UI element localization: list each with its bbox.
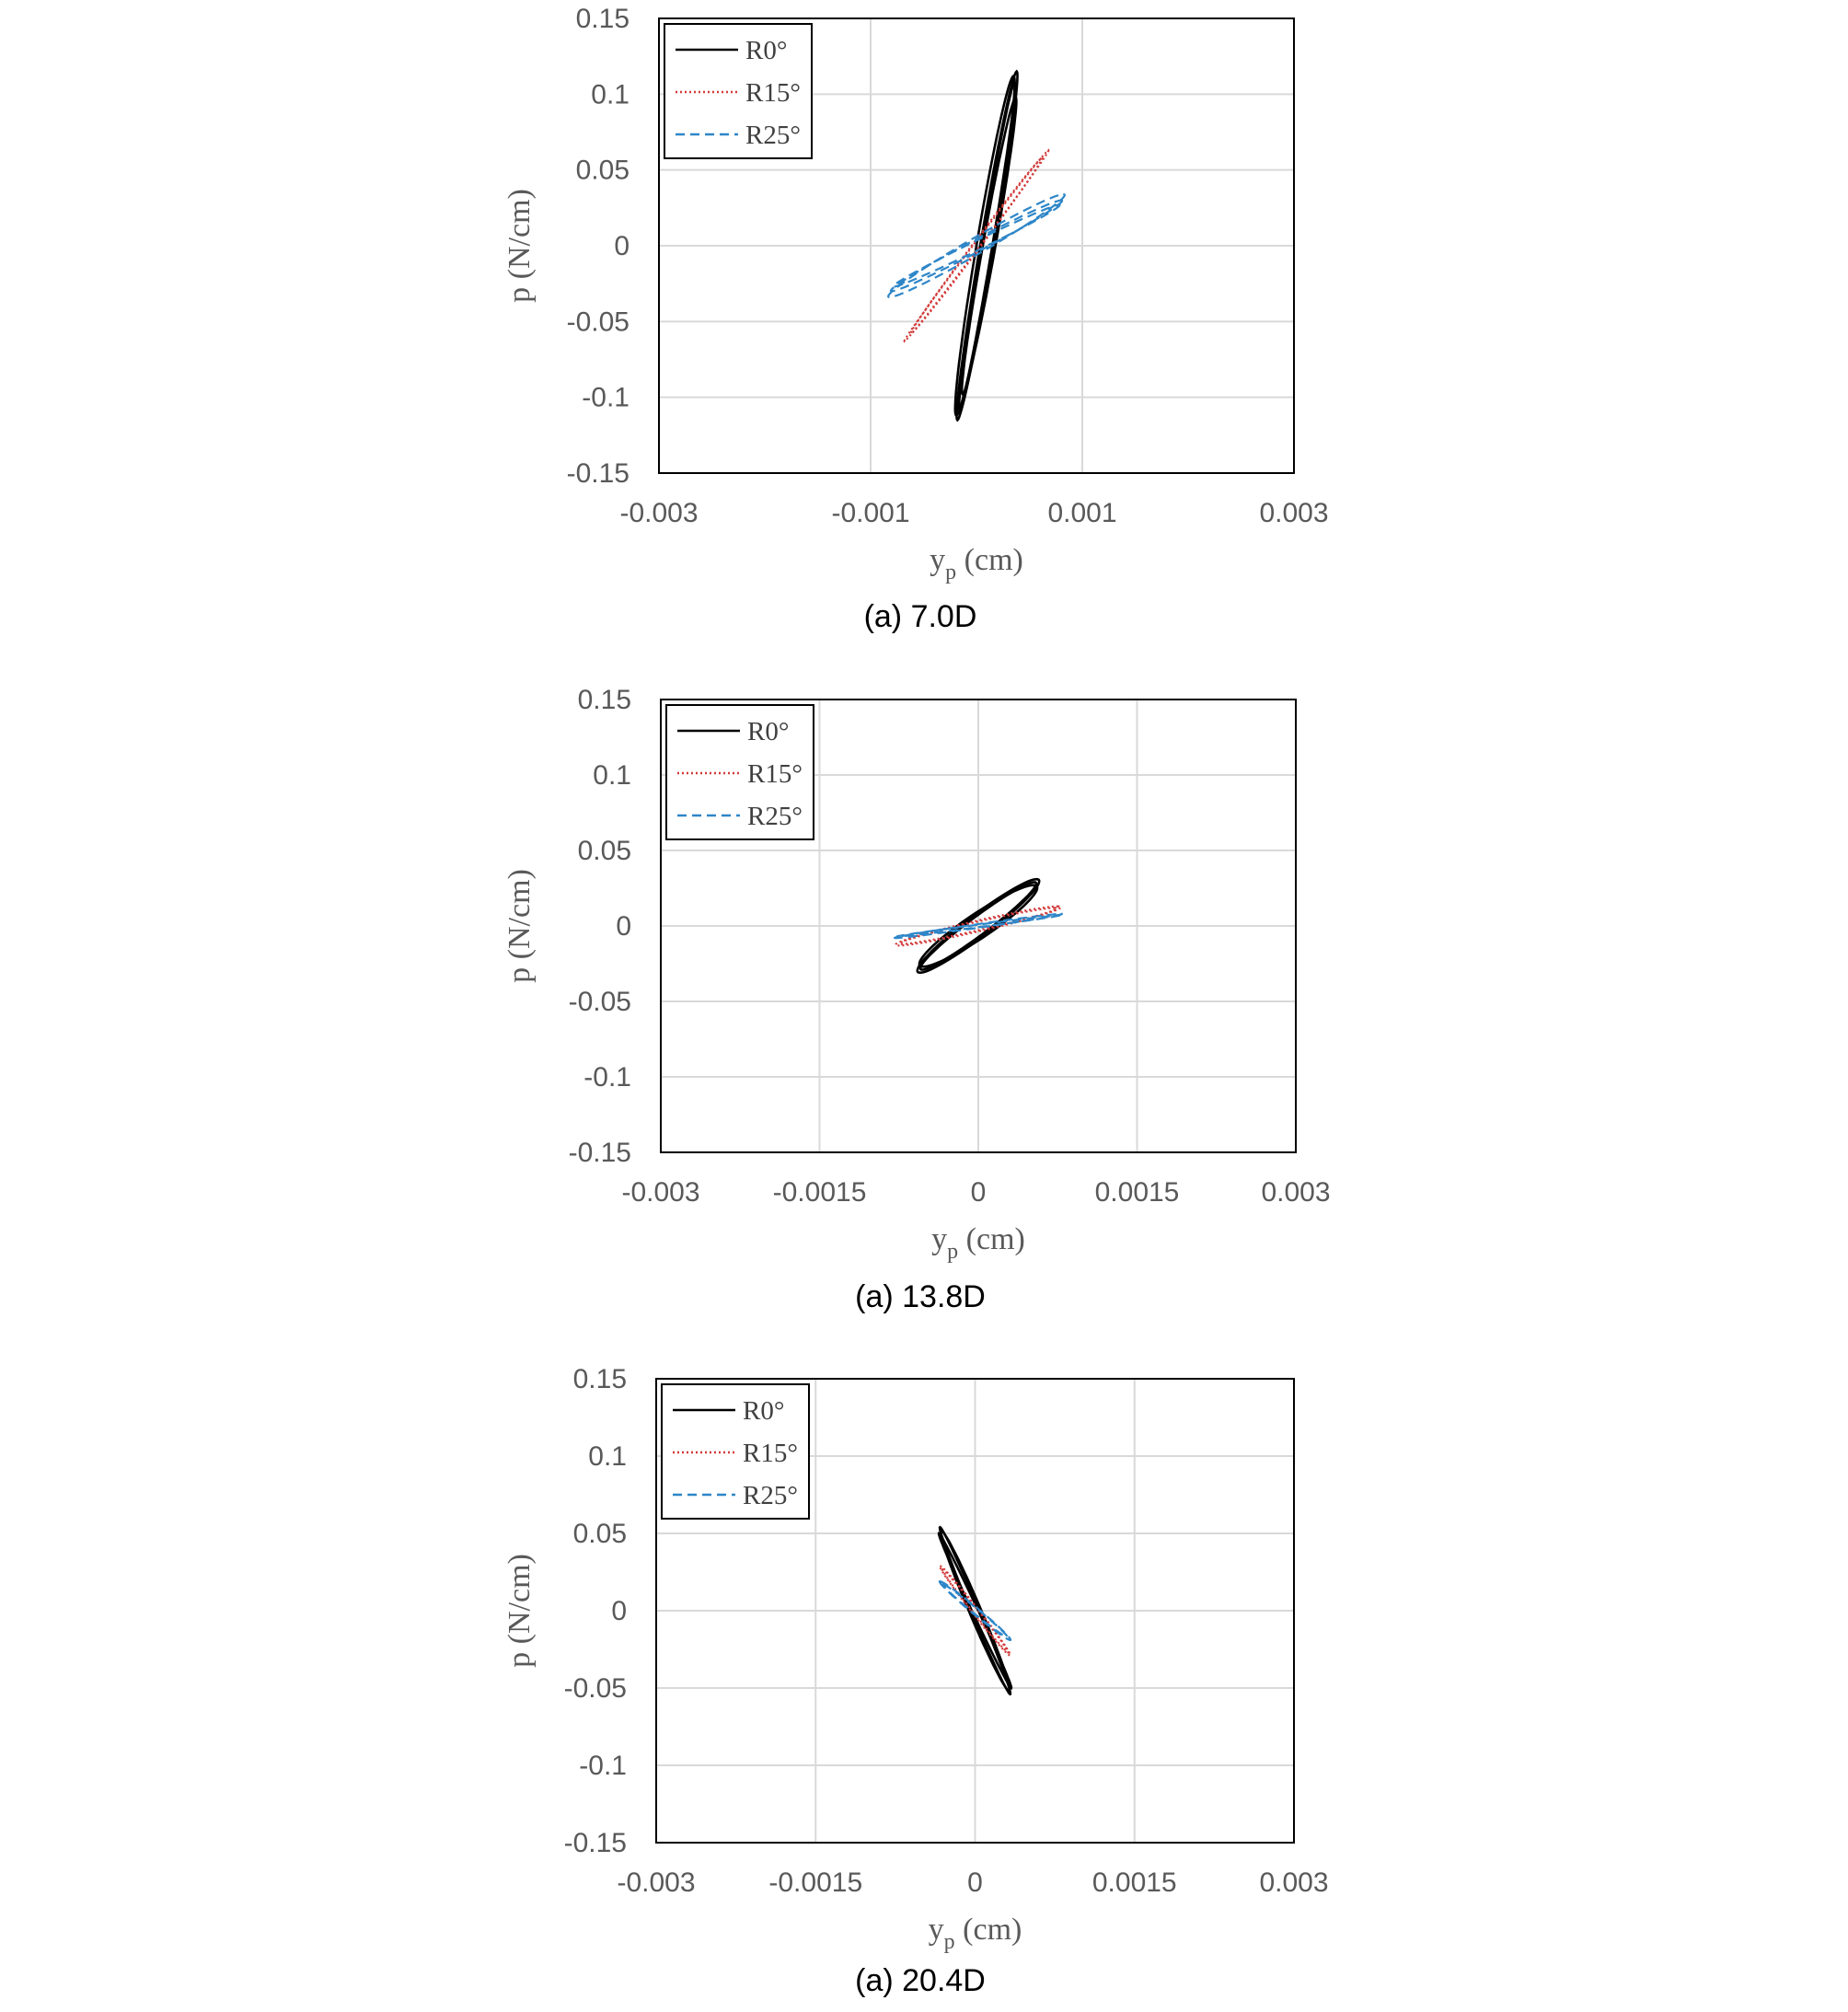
series-loop bbox=[938, 1565, 1012, 1657]
plot-frame bbox=[658, 17, 1295, 474]
y-tick-label: -0.05 bbox=[567, 306, 629, 337]
figure-caption: (a) 20.4D bbox=[855, 1963, 986, 1998]
x-axis-label-sub: p bbox=[945, 561, 956, 584]
x-tick-label: 0.001 bbox=[1047, 498, 1116, 528]
series-r25 bbox=[938, 1579, 1012, 1642]
series-r0 bbox=[953, 69, 1019, 422]
series-r25 bbox=[893, 912, 1064, 940]
x-tick-label: 0.003 bbox=[1259, 498, 1328, 528]
x-tick-label: 0 bbox=[971, 1177, 987, 1208]
y-tick-label: 0.15 bbox=[578, 685, 631, 715]
plot-area bbox=[886, 69, 1067, 422]
series-loop bbox=[953, 74, 1016, 418]
y-tick-label: -0.15 bbox=[564, 1828, 627, 1858]
y-tick-label: 0.05 bbox=[573, 1519, 627, 1549]
x-axis-label-unit: (cm) bbox=[958, 1222, 1025, 1256]
legend-label: R25° bbox=[743, 1481, 798, 1510]
series-r15 bbox=[903, 148, 1050, 343]
legend-box bbox=[665, 704, 814, 840]
legend: R0° R15° R25° bbox=[664, 23, 813, 159]
plot-area bbox=[937, 1525, 1013, 1696]
x-tick-label: -0.003 bbox=[619, 498, 698, 528]
legend-box bbox=[664, 23, 813, 159]
y-tick-label: -0.1 bbox=[583, 1062, 631, 1093]
y-tick-label: 0 bbox=[611, 1596, 627, 1626]
series-loop bbox=[909, 156, 1044, 336]
y-tick-label: 0.15 bbox=[576, 4, 629, 34]
series-loop bbox=[937, 1532, 1013, 1690]
y-tick-label: 0.15 bbox=[573, 1364, 627, 1394]
series-r25 bbox=[886, 192, 1067, 299]
figure-caption: (a) 13.8D bbox=[855, 1279, 986, 1314]
y-tick-label: -0.1 bbox=[582, 383, 629, 413]
series-r0 bbox=[916, 877, 1041, 975]
series-loop bbox=[941, 1567, 1010, 1654]
x-axis-label-sub: p bbox=[947, 1240, 958, 1264]
chart-panel-2: 0.15 0.1 0.05 0 -0.05 -0.1 -0.15 -0.003 -0.0015 0… bbox=[502, 685, 1331, 1314]
x-axis-label-main: y bbox=[931, 1222, 947, 1256]
y-tick-label: -0.15 bbox=[567, 458, 629, 489]
y-tick-label: 0.05 bbox=[576, 156, 629, 186]
legend-label: R15° bbox=[747, 759, 803, 789]
x-tick-label: 0.003 bbox=[1259, 1867, 1328, 1898]
series-loop bbox=[889, 199, 1064, 293]
y-axis-label: p (N/cm) bbox=[502, 189, 537, 303]
series-loop bbox=[903, 148, 1050, 343]
y-tick-label: 0.05 bbox=[578, 836, 631, 866]
series-loop bbox=[960, 95, 1018, 397]
legend-label: R15° bbox=[745, 78, 801, 108]
y-axis-label: p (N/cm) bbox=[502, 869, 537, 983]
y-tick-label: 0 bbox=[616, 911, 631, 942]
plot-area bbox=[893, 877, 1064, 975]
x-axis-label: yp (cm) bbox=[931, 1222, 1025, 1264]
x-tick-label: 0.003 bbox=[1261, 1177, 1330, 1208]
y-tick-label: 0.1 bbox=[593, 760, 631, 791]
x-axis-label: yp (cm) bbox=[929, 1913, 1022, 1954]
series-loop bbox=[918, 884, 1039, 968]
series-r0 bbox=[937, 1525, 1013, 1696]
x-tick-label: 0.0015 bbox=[1092, 1867, 1177, 1898]
series-loop bbox=[918, 881, 1038, 971]
y-axis-label: p (N/cm) bbox=[502, 1554, 537, 1668]
legend-label: R0° bbox=[747, 717, 789, 746]
figure-caption: (a) 7.0D bbox=[864, 599, 977, 634]
series-r15 bbox=[938, 1565, 1012, 1657]
legend: R0° R15° R25° bbox=[665, 704, 814, 840]
x-axis-label-unit: (cm) bbox=[956, 543, 1023, 577]
plot-frame bbox=[655, 1378, 1295, 1844]
legend-label: R0° bbox=[743, 1396, 784, 1426]
chart-panel-3: 0.15 0.1 0.05 0 -0.05 -0.1 -0.15 -0.003 -0.0015 0… bbox=[502, 1364, 1329, 1998]
y-tick-label: -0.05 bbox=[569, 987, 631, 1017]
x-axis-label-unit: (cm) bbox=[955, 1913, 1022, 1947]
y-tick-label: 0 bbox=[614, 231, 629, 261]
y-tick-label: 0.1 bbox=[588, 1441, 627, 1472]
x-axis-label-sub: p bbox=[944, 1930, 955, 1954]
y-tick-label: -0.1 bbox=[579, 1751, 627, 1781]
legend-label: R25° bbox=[747, 802, 803, 831]
y-tick-label: 0.1 bbox=[591, 79, 629, 110]
x-tick-label: -0.0015 bbox=[768, 1867, 862, 1898]
chart-panel-1: 0.15 0.1 0.05 0 -0.05 -0.1 -0.15 -0.003 -0.001 0.… bbox=[502, 4, 1329, 634]
legend: R0° R15° R25° bbox=[661, 1383, 810, 1520]
series-loop bbox=[892, 203, 1061, 288]
series-loop bbox=[895, 914, 1062, 938]
y-tick-label: -0.05 bbox=[564, 1673, 627, 1704]
legend-label: R15° bbox=[743, 1439, 798, 1468]
x-axis-label: yp (cm) bbox=[930, 543, 1023, 584]
x-tick-label: -0.0015 bbox=[773, 1177, 867, 1208]
x-axis-label-main: y bbox=[930, 543, 945, 577]
legend-label: R0° bbox=[745, 36, 787, 65]
x-tick-label: 0.0015 bbox=[1095, 1177, 1180, 1208]
y-tick-label: -0.15 bbox=[569, 1138, 631, 1168]
legend-label: R25° bbox=[745, 121, 801, 150]
x-tick-label: -0.003 bbox=[621, 1177, 699, 1208]
series-loop bbox=[941, 1583, 1009, 1638]
x-tick-label: -0.001 bbox=[831, 498, 909, 528]
x-axis-label-main: y bbox=[929, 1913, 944, 1947]
x-tick-label: -0.003 bbox=[617, 1867, 695, 1898]
legend-box bbox=[661, 1383, 810, 1520]
plot-frame bbox=[660, 699, 1297, 1153]
x-tick-label: 0 bbox=[967, 1867, 983, 1898]
